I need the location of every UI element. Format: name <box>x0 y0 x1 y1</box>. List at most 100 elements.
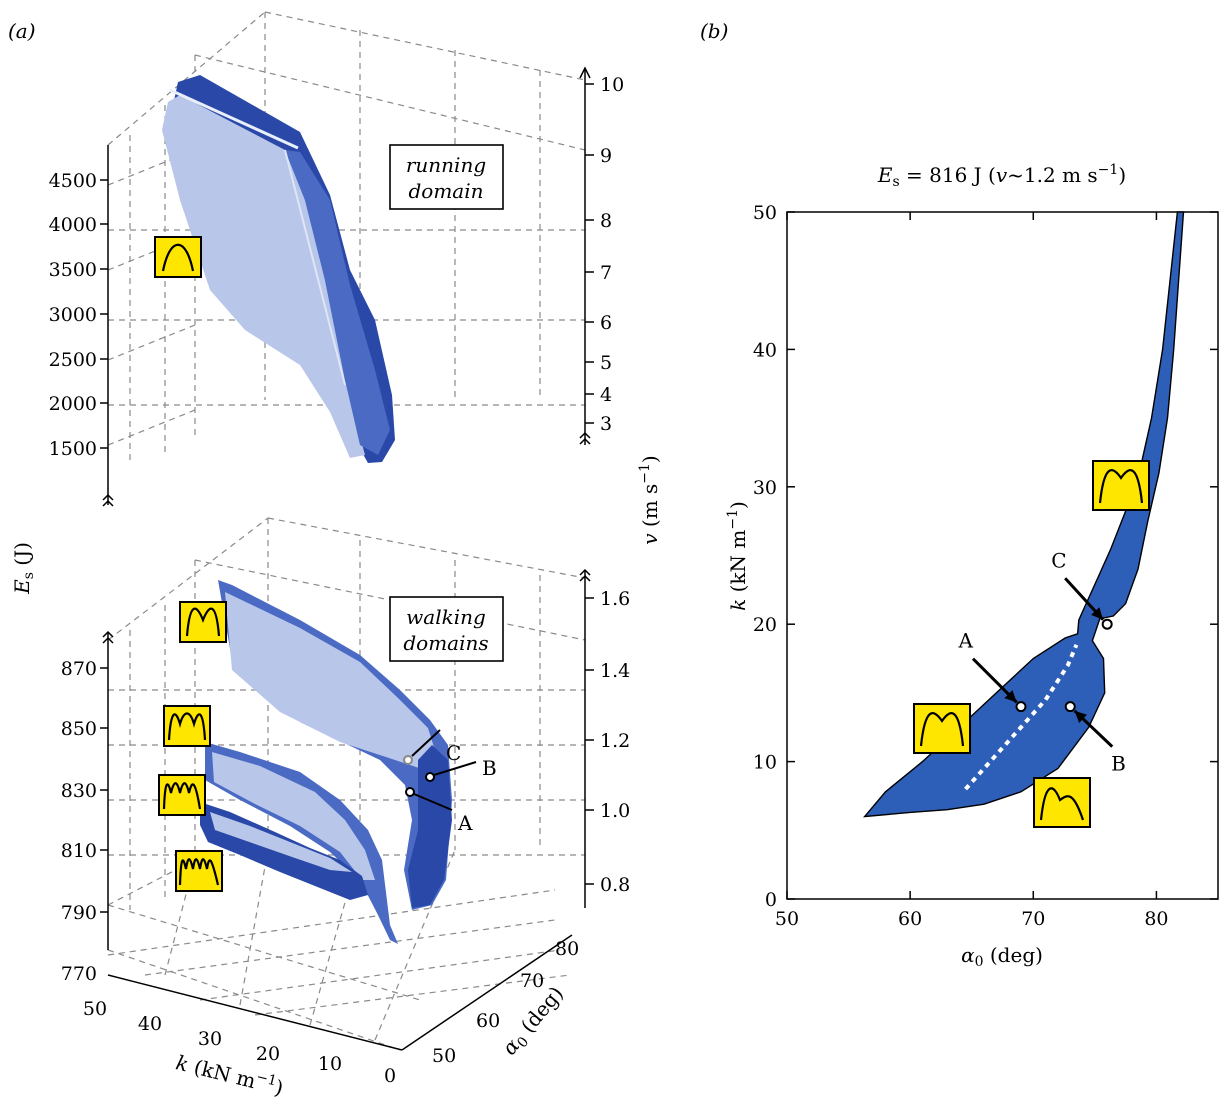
svg-text:C: C <box>446 741 461 765</box>
walking-surfaces <box>200 580 452 944</box>
svg-text:6: 6 <box>600 312 612 334</box>
svg-text:3000: 3000 <box>49 304 97 326</box>
svg-text:1500: 1500 <box>49 438 97 460</box>
panel-label-b: (b) <box>700 19 728 43</box>
svg-text:3: 3 <box>600 413 612 435</box>
panel-label-a: (a) <box>8 19 36 43</box>
svg-text:0: 0 <box>384 1065 396 1087</box>
x-ticks: 50 60 70 80 <box>775 212 1169 930</box>
svg-text:2500: 2500 <box>49 349 97 371</box>
walking-gait-icon-1 <box>179 601 227 643</box>
svg-text:5: 5 <box>600 352 612 374</box>
svg-text:20: 20 <box>256 1043 280 1065</box>
svg-text:4000: 4000 <box>49 214 97 236</box>
walking-z-ticks: 770 790 810 830 850 870 <box>61 658 108 985</box>
point-A: A <box>958 628 1027 713</box>
walking-point-A: A <box>405 787 473 835</box>
y-tick-label: 50 <box>753 202 777 224</box>
svg-text:1.6: 1.6 <box>600 588 630 610</box>
point-label-C: C <box>1051 548 1066 572</box>
svg-text:50: 50 <box>432 1045 456 1067</box>
k-ticks: 50 40 30 20 10 0 <box>83 998 396 1087</box>
svg-text:A: A <box>457 811 473 835</box>
alpha-axis-label-3d: α0 (deg) <box>497 981 570 1061</box>
svg-text:50: 50 <box>83 998 107 1020</box>
svg-text:9: 9 <box>600 145 612 167</box>
point-B: B <box>1064 701 1126 776</box>
svg-text:B: B <box>482 756 497 780</box>
v-axis-label: v (m s−1) <box>637 455 662 545</box>
panel-b-title: Es = 816 J (v~1.2 m s−1) <box>877 162 1126 190</box>
gait-icon-lower-right <box>1033 777 1091 828</box>
svg-text:1.2: 1.2 <box>600 730 630 752</box>
x-tick-label: 50 <box>775 908 799 930</box>
running-gait-icon <box>154 236 202 278</box>
walking-domain-label: walking domains <box>389 596 504 662</box>
feasible-region <box>862 211 1185 818</box>
y-tick-label: 20 <box>753 614 777 636</box>
running-v-ticks: 3 4 5 6 7 8 9 10 <box>585 74 624 435</box>
walking-v-ticks: 0.8 1.0 1.2 1.4 1.6 <box>585 588 630 896</box>
point-label-B: B <box>1111 752 1126 776</box>
svg-text:walking: walking <box>406 605 486 629</box>
svg-text:10: 10 <box>600 74 624 96</box>
svg-text:770: 770 <box>61 963 97 985</box>
svg-text:810: 810 <box>61 840 97 862</box>
alpha-ticks: 50 60 70 80 <box>432 938 579 1067</box>
y-tick-label: 30 <box>753 477 777 499</box>
annotated-points: A B C <box>958 548 1126 775</box>
svg-text:80: 80 <box>555 938 579 960</box>
es-axis-label: Es (J) <box>10 542 37 595</box>
x-axis-label: α0 (deg) <box>961 943 1043 970</box>
gait-icon-upper-right <box>1092 460 1150 511</box>
walking-gait-icon-2 <box>163 705 211 747</box>
y-tick-label: 40 <box>753 339 777 361</box>
running-domain-label: running domain <box>389 144 504 210</box>
svg-text:running: running <box>406 153 486 177</box>
svg-text:60: 60 <box>476 1010 500 1032</box>
walking-gait-icon-4 <box>175 850 223 892</box>
svg-text:790: 790 <box>61 902 97 924</box>
svg-text:830: 830 <box>61 780 97 802</box>
panel-b-frame <box>786 211 1219 900</box>
svg-text:70: 70 <box>520 970 544 992</box>
k-axis <box>107 974 403 1051</box>
walking-gait-icon-3 <box>158 774 206 816</box>
svg-text:0.8: 0.8 <box>600 874 630 896</box>
walking-domain-plot: 770 790 810 830 850 870 0.8 1.0 1.2 1.4 … <box>61 517 630 1099</box>
walking-point-C: C <box>403 729 461 765</box>
svg-text:2000: 2000 <box>49 393 97 415</box>
svg-text:7: 7 <box>600 262 612 284</box>
svg-text:1.0: 1.0 <box>600 800 630 822</box>
dotted-curve-line <box>964 644 1079 791</box>
y-tick-label: 0 <box>765 889 777 911</box>
svg-text:4: 4 <box>600 384 612 406</box>
dotted-curve <box>964 644 1079 791</box>
point-label-A: A <box>958 628 974 652</box>
running-domain-plot: 1500 2000 2500 3000 3500 4000 4500 3 4 5… <box>49 11 624 507</box>
y-ticks: 0 10 20 30 40 50 <box>753 202 1218 911</box>
svg-text:30: 30 <box>198 1028 222 1050</box>
svg-text:domains: domains <box>403 631 488 655</box>
svg-text:870: 870 <box>61 658 97 680</box>
svg-text:40: 40 <box>138 1013 162 1035</box>
svg-text:4500: 4500 <box>49 170 97 192</box>
y-axis-label: k (kN m−1) <box>725 501 750 611</box>
x-tick-label: 60 <box>898 908 922 930</box>
svg-text:10: 10 <box>318 1053 342 1075</box>
svg-text:domain: domain <box>408 179 483 203</box>
x-tick-label: 80 <box>1144 908 1168 930</box>
y-tick-label: 10 <box>753 752 777 774</box>
walking-point-B: B <box>425 756 497 782</box>
alpha-axis <box>401 934 573 1051</box>
svg-text:1.4: 1.4 <box>600 660 630 682</box>
x-tick-label: 70 <box>1021 908 1045 930</box>
running-z-ticks: 1500 2000 2500 3000 3500 4000 4500 <box>49 170 108 460</box>
gait-icon-left <box>913 703 971 754</box>
panel-b: Es = 816 J (v~1.2 m s−1) 50 60 70 80 0 10 20 3… <box>725 162 1219 970</box>
svg-text:3500: 3500 <box>49 259 97 281</box>
svg-text:8: 8 <box>600 210 612 232</box>
svg-text:850: 850 <box>61 718 97 740</box>
running-surface <box>162 75 395 463</box>
